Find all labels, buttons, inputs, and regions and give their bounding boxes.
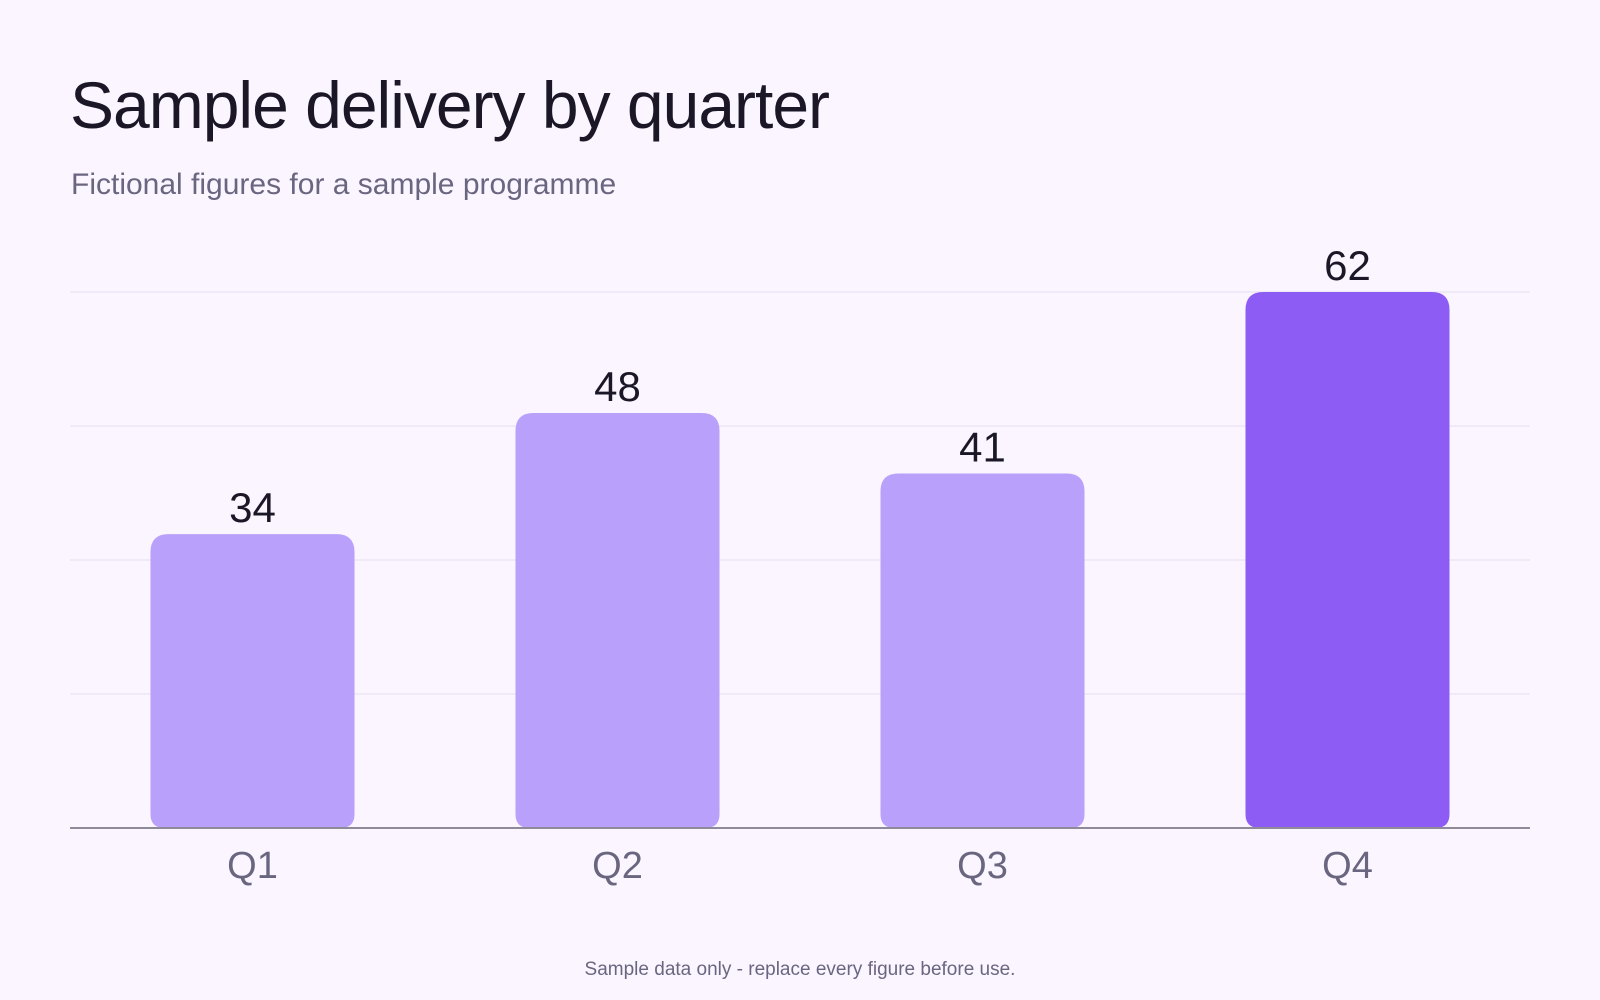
footnote: Sample data only - replace every figure … xyxy=(584,959,1016,980)
bars xyxy=(150,292,1450,828)
category-label: Q3 xyxy=(957,845,1008,887)
labels: 34 Q1 48 Q2 41 Q3 62 Q4 xyxy=(227,242,1373,887)
value-label: 62 xyxy=(1324,242,1371,289)
category-label: Q1 xyxy=(227,845,278,887)
chart-subtitle: Fictional figures for a sample programme xyxy=(71,168,617,201)
bar-q3 xyxy=(880,473,1085,828)
value-label: 34 xyxy=(229,484,276,531)
bar-q1 xyxy=(150,534,355,828)
value-label: 41 xyxy=(959,424,1006,471)
value-label: 48 xyxy=(594,363,641,410)
chart-title: Sample delivery by quarter xyxy=(70,68,830,142)
bar-q2 xyxy=(515,413,720,828)
category-label: Q4 xyxy=(1322,845,1373,887)
category-label: Q2 xyxy=(592,845,643,887)
bar-q4 xyxy=(1245,292,1450,828)
